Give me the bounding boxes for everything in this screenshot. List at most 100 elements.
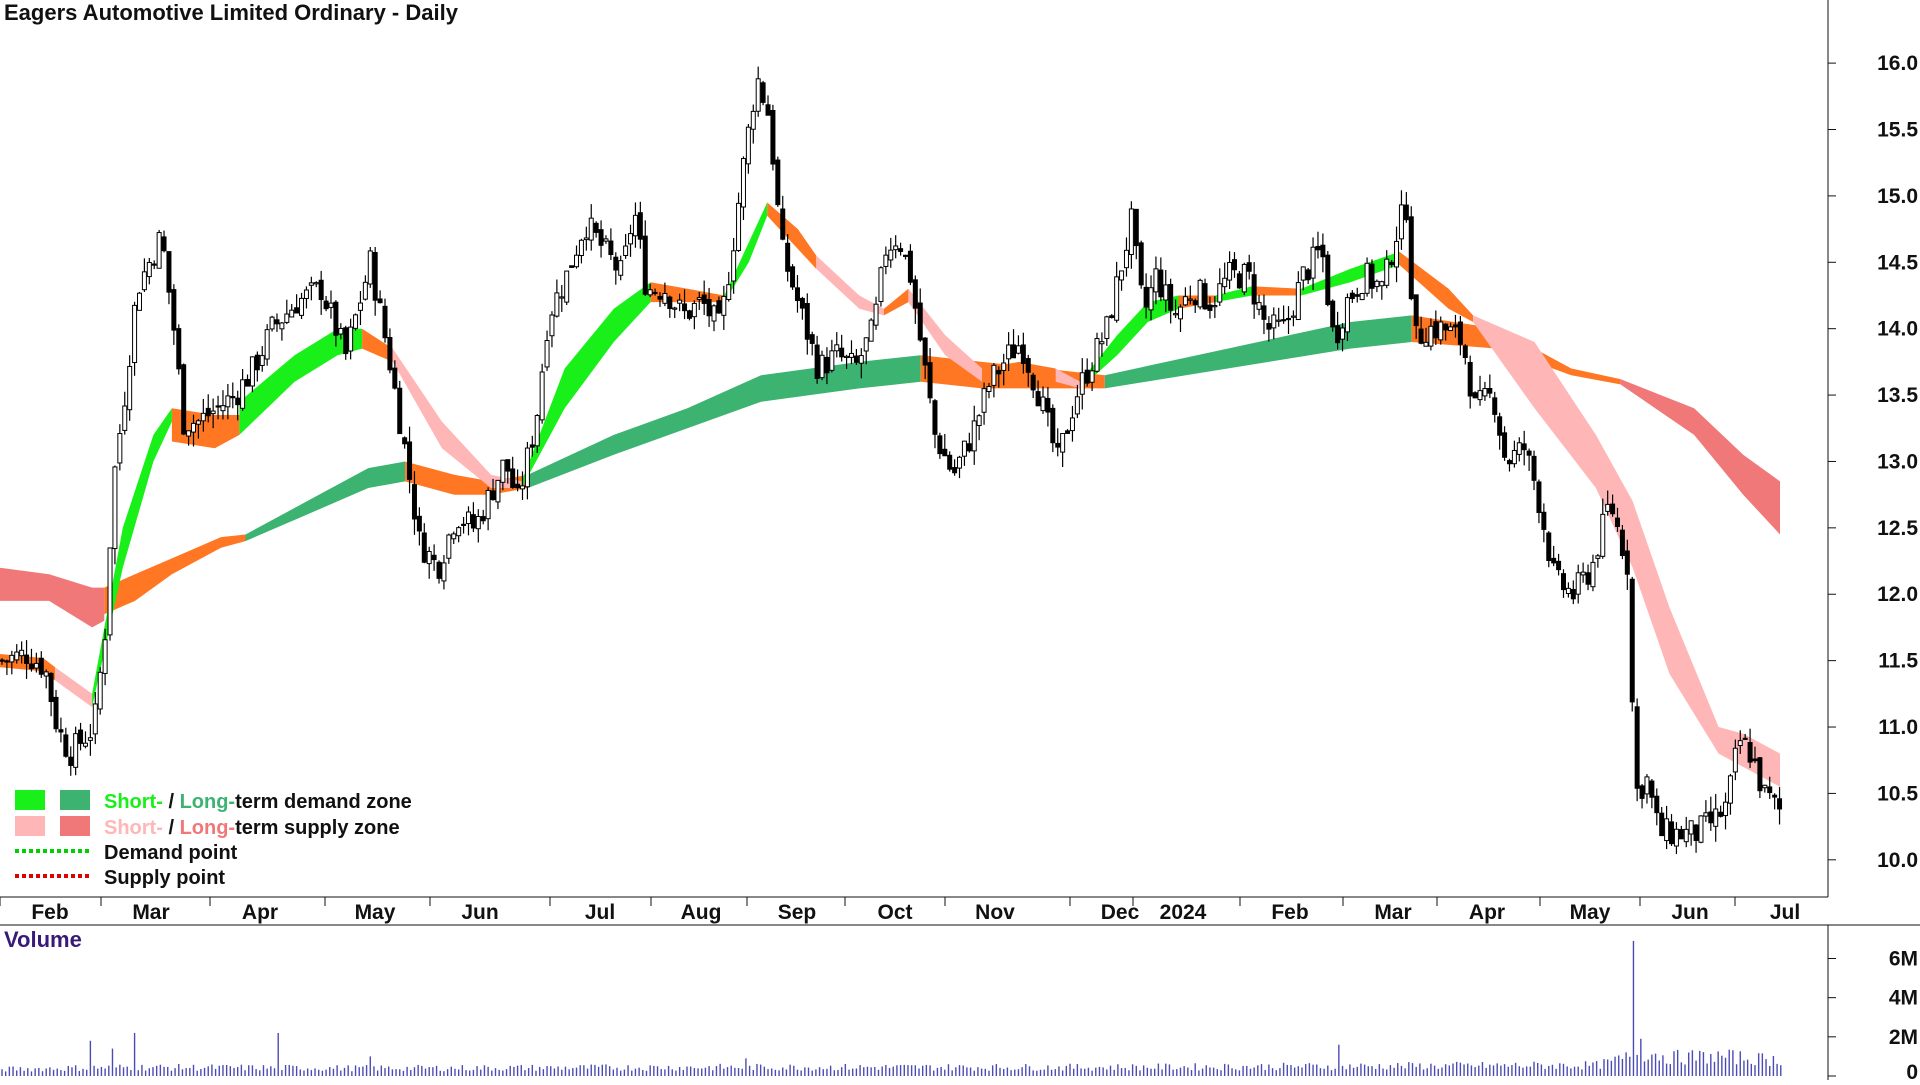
candle-body <box>1231 259 1237 271</box>
candle-body <box>534 415 540 447</box>
candle-body <box>200 412 206 422</box>
candle-body <box>92 703 98 735</box>
candle-body <box>794 287 800 302</box>
candle-body <box>1104 316 1110 339</box>
candle-body <box>1634 706 1640 789</box>
candle-body <box>642 235 648 295</box>
zone-short-demand-11 <box>92 408 172 708</box>
month-tick-label: Jul <box>585 901 615 924</box>
candle-body <box>166 251 172 293</box>
candle-body <box>1669 821 1675 845</box>
candle-body <box>151 263 157 266</box>
candle-body <box>1192 300 1198 306</box>
candle-body <box>1664 818 1670 842</box>
candle-body <box>186 430 192 437</box>
candle-body <box>1266 323 1272 330</box>
candle-body <box>1354 294 1360 297</box>
candle-body <box>1217 283 1223 303</box>
volume-tick-label: 0 <box>1906 1061 1918 1080</box>
candle-body <box>1624 550 1630 575</box>
candle-body <box>1045 397 1051 413</box>
candle-body <box>87 737 93 741</box>
candle-body <box>1344 297 1350 333</box>
candle-body <box>299 297 305 316</box>
candle-body <box>559 296 565 299</box>
price-tick-label: 11.0 <box>1878 716 1918 739</box>
candle-body <box>1403 204 1409 221</box>
candle-body <box>225 395 231 408</box>
candle-body <box>1025 358 1031 373</box>
month-tick-label: Mar <box>1374 901 1411 924</box>
candle-body <box>259 355 265 366</box>
candle-body <box>1364 262 1370 294</box>
candle-body <box>672 307 678 310</box>
candle-body <box>961 440 967 457</box>
candle-body <box>436 561 442 579</box>
candle-body <box>112 466 118 550</box>
candle-body <box>102 639 108 674</box>
zone-short-demand-13 <box>239 328 363 435</box>
candle-body <box>957 456 963 469</box>
candle-body <box>1546 532 1552 562</box>
legend-supply-point-label: Supply point <box>104 867 225 889</box>
candle-body <box>73 733 79 768</box>
candle-body <box>519 485 525 490</box>
candle-body <box>33 662 39 669</box>
candle-body <box>53 696 59 730</box>
candle-body <box>996 369 1002 375</box>
candle-body <box>1261 305 1267 320</box>
candle-body <box>834 344 840 352</box>
candle-body <box>215 405 221 408</box>
candle-body <box>986 386 992 392</box>
candle-body <box>701 294 707 304</box>
candle-body <box>952 467 958 474</box>
candle-body <box>269 316 275 330</box>
candle-body <box>1752 758 1758 762</box>
month-tick-label: Feb <box>31 901 68 924</box>
candle-body <box>1123 249 1129 269</box>
candle-body <box>1310 246 1316 279</box>
candle-body <box>421 532 427 563</box>
candle-body <box>1723 801 1729 817</box>
candle-body <box>274 319 280 325</box>
candle-body <box>411 484 417 520</box>
candle-body <box>1207 304 1213 311</box>
price-tick-label: 14.5 <box>1877 251 1918 274</box>
candle-body <box>407 441 413 480</box>
candle-body <box>1133 208 1139 247</box>
candle-body <box>1693 824 1699 841</box>
candle-body <box>667 296 673 309</box>
candle-body <box>146 261 152 278</box>
candle-body <box>1241 263 1247 293</box>
candle-body <box>1271 314 1277 329</box>
month-tick-label: 2024 <box>1160 901 1207 924</box>
candle-body <box>191 422 197 433</box>
candle-body <box>500 459 506 483</box>
candle-body <box>48 672 54 702</box>
candle-body <box>1359 293 1365 301</box>
month-tick-label: Apr <box>1469 901 1505 924</box>
candle-body <box>205 407 211 417</box>
candle-body <box>799 297 805 309</box>
candle-body <box>1246 262 1252 272</box>
legend-demand-sep: / <box>163 791 180 813</box>
candle-body <box>1502 432 1508 458</box>
candle-body <box>1659 812 1665 837</box>
candle-body <box>1585 572 1591 585</box>
candle-body <box>176 328 182 370</box>
candle-body <box>1276 319 1282 322</box>
month-tick-label: May <box>1570 901 1611 924</box>
month-tick-label: Sep <box>778 901 817 924</box>
candle-body <box>603 238 609 242</box>
candle-body <box>736 202 742 251</box>
candle-body <box>82 742 88 747</box>
zone-short-supply-22 <box>908 288 983 382</box>
month-tick-label: Jul <box>1770 901 1800 924</box>
zone-short-demand-16 <box>521 282 651 488</box>
candle-body <box>1128 208 1134 256</box>
candle-body <box>161 236 167 252</box>
candle-body <box>254 354 260 371</box>
volume-tick-label: 4M <box>1889 987 1918 1010</box>
